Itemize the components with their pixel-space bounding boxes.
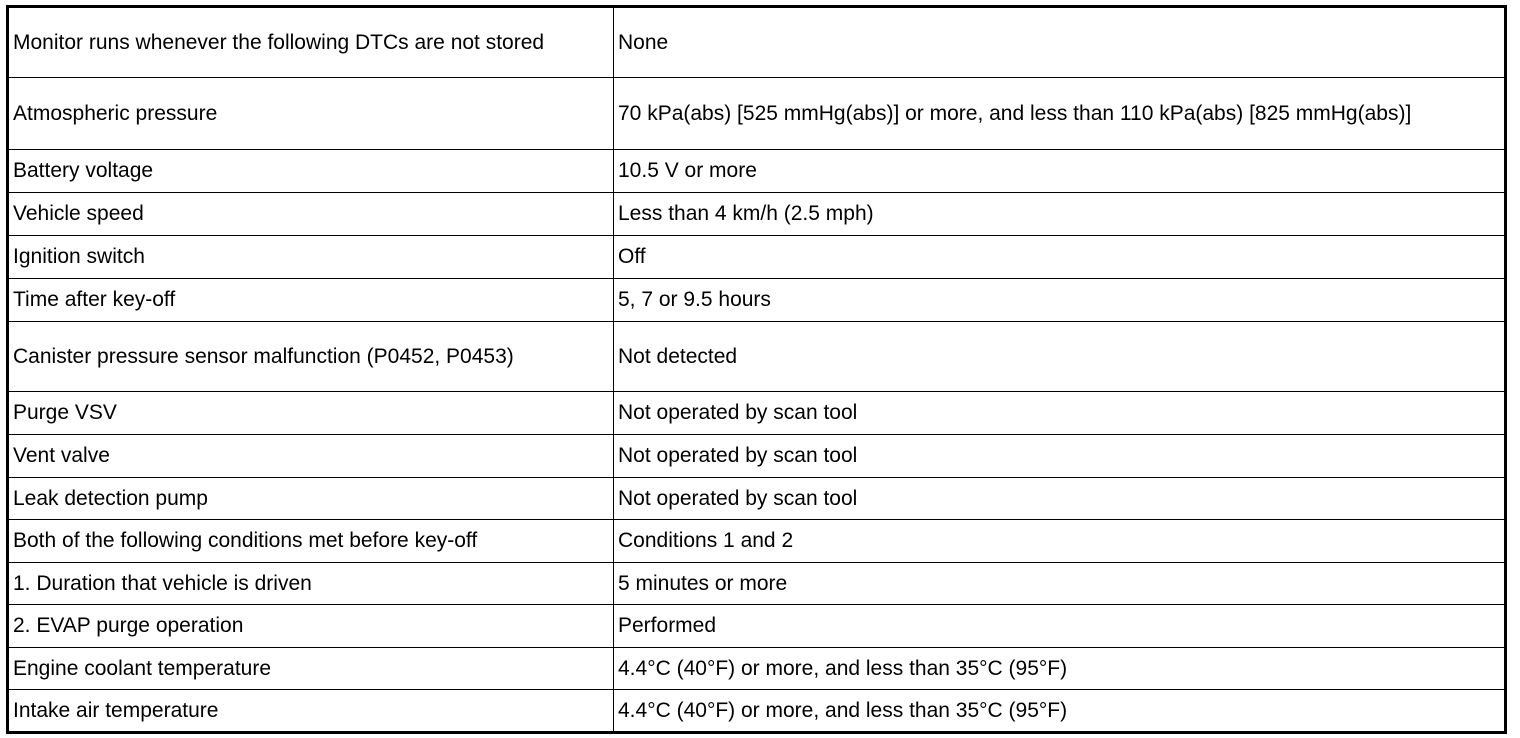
table-row: 2. EVAP purge operation Performed	[7, 604, 1506, 648]
table-row: Monitor runs whenever the following DTCs…	[7, 6, 1506, 78]
condition-cell: Atmospheric pressure	[7, 77, 614, 150]
value-cell: 4.4°C (40°F) or more, and less than 35°C…	[613, 689, 1506, 733]
table-row: 1. Duration that vehicle is driven 5 minu…	[7, 562, 1506, 605]
table-row: Engine coolant temperature 4.4°C (40°F) o…	[7, 647, 1506, 690]
condition-cell: Battery voltage	[7, 149, 614, 193]
value-cell: Conditions 1 and 2	[613, 519, 1506, 563]
table-row: Leak detection pump Not operated by scan …	[7, 477, 1506, 520]
table-row: Atmospheric pressure 70 kPa(abs) [525 mmH…	[7, 77, 1506, 150]
condition-cell: Vent valve	[7, 434, 614, 478]
condition-cell: Vehicle speed	[7, 192, 614, 236]
value-cell: Less than 4 km/h (2.5 mph)	[613, 192, 1506, 236]
condition-cell: Canister pressure sensor malfunction (P0…	[7, 321, 614, 392]
condition-cell: Monitor runs whenever the following DTCs…	[7, 6, 614, 78]
table-row: Vehicle speed Less than 4 km/h (2.5 mph)	[7, 192, 1506, 236]
table-row: Ignition switch Off	[7, 235, 1506, 279]
condition-cell: Intake air temperature	[7, 689, 614, 733]
value-cell: Not detected	[613, 321, 1506, 392]
value-cell: Off	[613, 235, 1506, 279]
value-cell: Not operated by scan tool	[613, 477, 1506, 520]
condition-cell: Ignition switch	[7, 235, 614, 279]
value-cell: None	[613, 6, 1506, 78]
value-cell: 4.4°C (40°F) or more, and less than 35°C…	[613, 647, 1506, 690]
value-cell: 5 minutes or more	[613, 562, 1506, 605]
condition-cell: Engine coolant temperature	[7, 647, 614, 690]
value-cell: Not operated by scan tool	[613, 391, 1506, 435]
condition-cell: Both of the following conditions met bef…	[7, 519, 614, 563]
value-cell: Performed	[613, 604, 1506, 648]
condition-cell: Leak detection pump	[7, 477, 614, 520]
value-cell: 5, 7 or 9.5 hours	[613, 278, 1506, 322]
table-row: Purge VSV Not operated by scan tool	[7, 391, 1506, 435]
table-row: Intake air temperature 4.4°C (40°F) or mo…	[7, 689, 1506, 733]
table-row: Vent valve Not operated by scan tool	[7, 434, 1506, 478]
conditions-table: Monitor runs whenever the following DTCs…	[6, 5, 1507, 734]
condition-cell: 2. EVAP purge operation	[7, 604, 614, 648]
condition-cell: 1. Duration that vehicle is driven	[7, 562, 614, 605]
table-row: Time after key-off 5, 7 or 9.5 hours	[7, 278, 1506, 322]
table-row: Canister pressure sensor malfunction (P0…	[7, 321, 1506, 392]
value-cell: 10.5 V or more	[613, 149, 1506, 193]
table-row: Both of the following conditions met bef…	[7, 519, 1506, 563]
condition-cell: Time after key-off	[7, 278, 614, 322]
value-cell: 70 kPa(abs) [525 mmHg(abs)] or more, and…	[613, 77, 1506, 150]
table-row: Battery voltage 10.5 V or more	[7, 149, 1506, 193]
value-cell: Not operated by scan tool	[613, 434, 1506, 478]
condition-cell: Purge VSV	[7, 391, 614, 435]
